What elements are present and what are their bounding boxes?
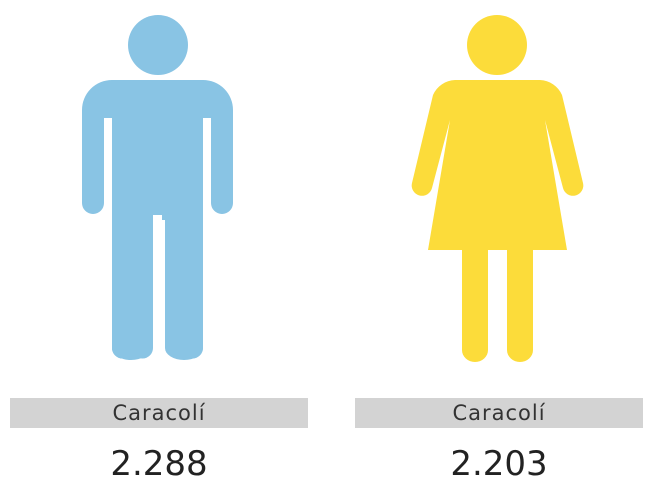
female-icon	[411, 15, 584, 362]
item-label: Caracolí	[112, 401, 205, 425]
item-value: 2.203	[450, 444, 547, 483]
item-label: Caracolí	[452, 401, 545, 425]
item-value: 2.288	[110, 444, 207, 483]
male-icon	[82, 15, 233, 360]
label-bar	[355, 398, 643, 428]
label-bar	[10, 398, 308, 428]
